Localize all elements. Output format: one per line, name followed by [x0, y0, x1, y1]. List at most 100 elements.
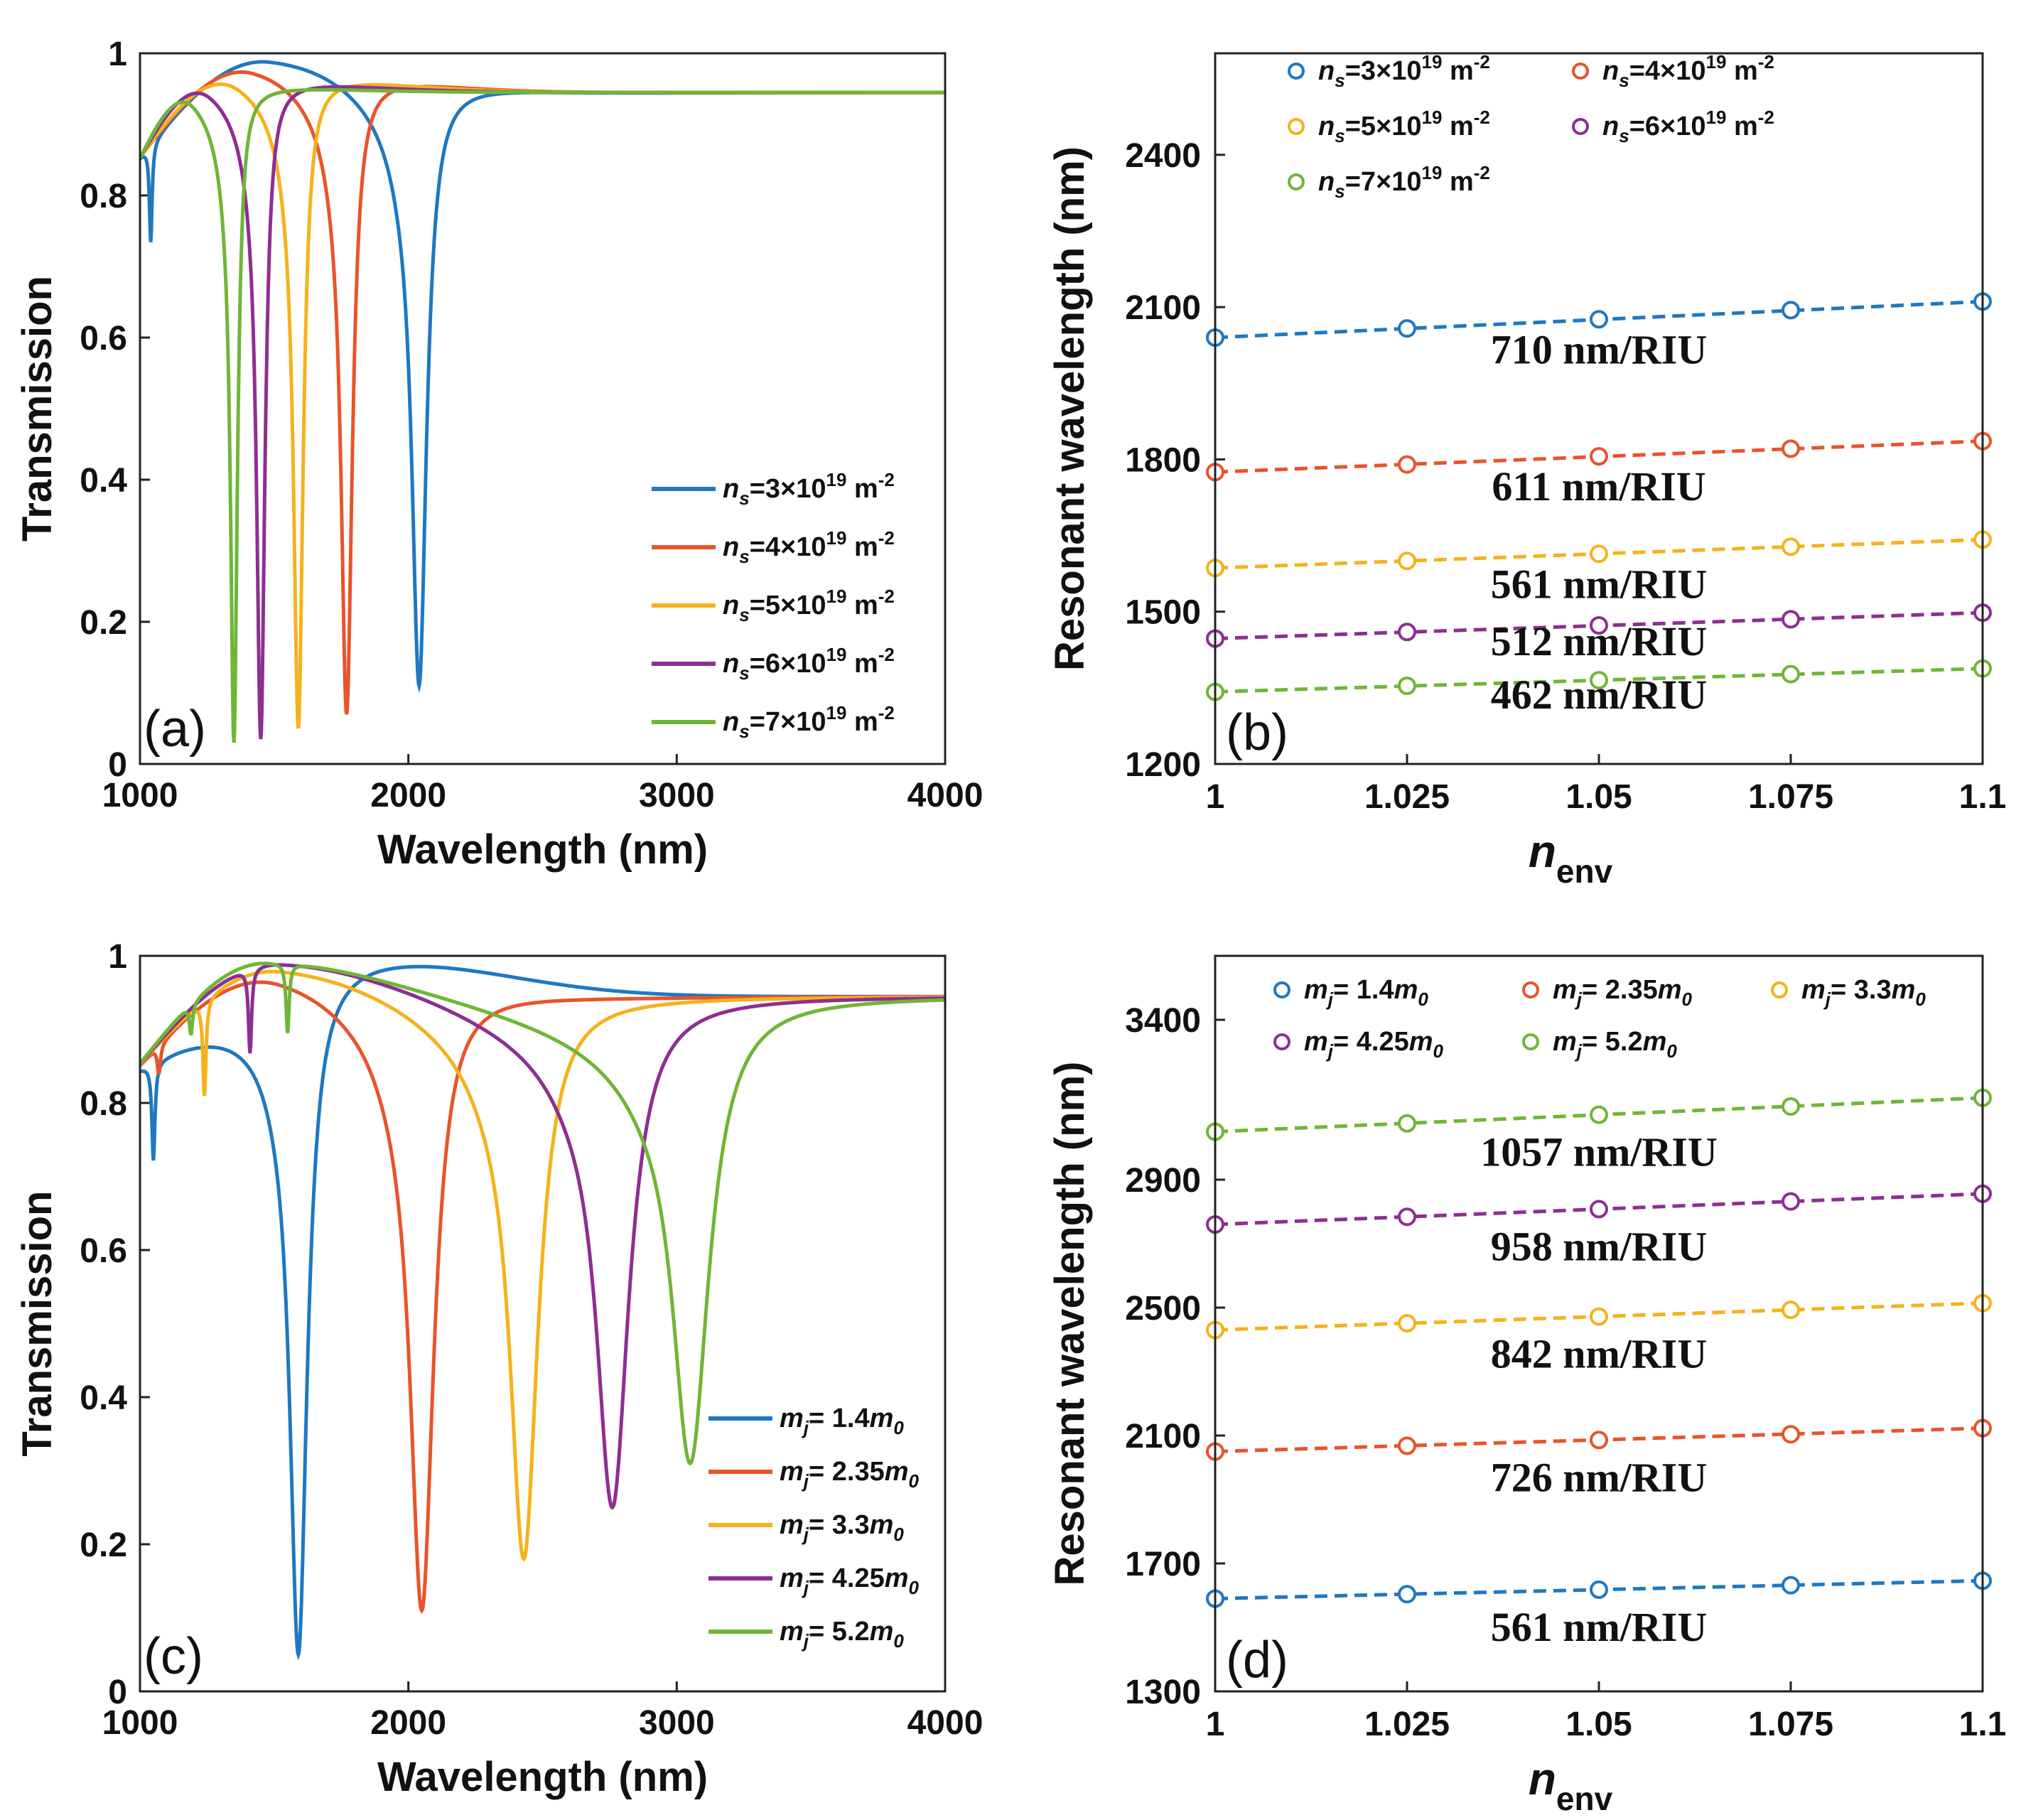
legend-unitsup-a-0: -2	[878, 469, 895, 490]
x-tick-label-b-1: 1.025	[1364, 778, 1450, 816]
legend-sub-b-1: s	[1619, 70, 1629, 91]
legend-mid-a-3: =6×10	[750, 649, 826, 679]
legend-sub-c-0: j	[802, 1417, 809, 1438]
legend-sym-a-4: n	[723, 707, 739, 737]
y-tick-label-a-4: 0.8	[80, 178, 127, 215]
data-point-b-4-1	[1398, 677, 1416, 695]
legend-sub2-c-3: 0	[909, 1577, 920, 1598]
x-tick-label-d-1: 1.025	[1364, 1706, 1450, 1743]
legend-sub-b-4: s	[1335, 181, 1344, 202]
legend-sub-d-2: j	[1823, 989, 1831, 1010]
x-axis-label-sub-b: env	[1556, 853, 1613, 890]
legend-mid-c-2: = 3.3	[809, 1510, 870, 1540]
y-tick-label-c-2: 0.4	[80, 1379, 127, 1417]
x-tick-label-d-0: 1	[1206, 1706, 1225, 1743]
data-point-b-0-2	[1590, 310, 1608, 329]
x-axis-label-sub-d: env	[1556, 1780, 1613, 1817]
legend-sub-c-1: j	[802, 1470, 809, 1492]
legend-marker-d-2	[1771, 981, 1788, 998]
legend-sym-c-4: m	[780, 1617, 804, 1647]
data-point-d-3-3	[1782, 1192, 1800, 1211]
x-tick-label-b-3: 1.075	[1748, 778, 1833, 816]
data-point-d-3-1	[1398, 1207, 1416, 1227]
legend-sym-d-2: m	[1801, 975, 1826, 1005]
chart-d: 1 1.025 1.05 1.075 1.1 1300 1700 2100 2500 2900 34…	[1047, 954, 2007, 1817]
data-point-d-2-3	[1782, 1301, 1800, 1320]
legend-label-d-1: mj= 2.35m0	[1553, 975, 1693, 1010]
x-tick-label-d-4: 1.1	[1959, 1706, 2007, 1743]
x-axis-label-b: nenv	[1529, 826, 1613, 890]
legend-sub2-d-3: 0	[1433, 1040, 1444, 1062]
legend-marker-d-1	[1522, 981, 1539, 998]
y-tick-label-d-3: 2500	[1125, 1290, 1201, 1328]
series-line-a-3	[140, 85, 945, 740]
legend-unitsup-b-3: -2	[1758, 107, 1774, 128]
legend-label-c-3: mj= 4.25m0	[780, 1563, 920, 1598]
legend-sub-a-4: s	[739, 721, 749, 742]
legend-sub-a-1: s	[739, 546, 749, 567]
y-tick-label-a-5: 1	[108, 36, 127, 73]
series-line-c-0	[140, 964, 945, 1661]
y-tick-label-a-0: 0	[108, 746, 127, 784]
legend-sub-c-2: j	[802, 1524, 809, 1545]
sensitivity-label-b-3: 512 nm/RIU	[1491, 618, 1708, 664]
x-tick-label-c-2: 3000	[639, 1704, 715, 1742]
legend-sub-d-0: j	[1326, 989, 1334, 1010]
legend-unitsup-a-3: -2	[878, 644, 895, 665]
data-point-d-4-1	[1398, 1114, 1416, 1133]
legend-mid-b-1: =4×10	[1629, 56, 1706, 86]
legend-sub-a-2: s	[739, 604, 749, 625]
x-tick-label-d-2: 1.05	[1565, 1706, 1632, 1743]
legend-sym2-c-1: m	[885, 1457, 909, 1487]
sensitivity-label-d-3: 958 nm/RIU	[1491, 1223, 1708, 1269]
data-point-b-1-1	[1398, 455, 1416, 474]
legend-unitsup-b-2: -2	[1474, 107, 1490, 128]
series-line-c-4	[140, 962, 945, 1466]
y-tick-label-d-0: 1300	[1125, 1674, 1201, 1711]
x-tick-label-d-3: 1.075	[1748, 1706, 1833, 1743]
legend-label-b-1: ns=4×1019 m-2	[1602, 51, 1774, 91]
y-tick-label-a-1: 0.2	[80, 604, 127, 642]
legend-sub2-c-1: 0	[909, 1470, 920, 1492]
legend-mid-d-1: = 2.35	[1582, 975, 1658, 1005]
y-tick-label-a-3: 0.6	[80, 320, 127, 357]
plot-frame-d	[1214, 954, 1984, 1693]
legend-sym-b-0: n	[1318, 56, 1335, 86]
legend-label-c-0: mj= 1.4m0	[780, 1404, 904, 1438]
legend-sub2-c-4: 0	[893, 1630, 904, 1652]
legend-mid-b-3: =6×10	[1629, 112, 1706, 141]
legend-sym-a-1: n	[723, 532, 739, 562]
x-tick-label-a-3: 4000	[907, 777, 983, 814]
data-point-d-1-2	[1590, 1431, 1608, 1450]
legend-sup-b-4: 19	[1421, 162, 1442, 183]
legend-sup-a-1: 19	[826, 527, 846, 549]
y-tick-label-b-0: 1200	[1125, 746, 1201, 784]
legend-sym2-d-1: m	[1658, 975, 1682, 1005]
legend-sym-c-0: m	[780, 1404, 804, 1433]
legend-sym2-c-2: m	[870, 1510, 894, 1540]
legend-sub-d-4: j	[1575, 1040, 1583, 1062]
legend-unit-a-3: m	[846, 649, 878, 679]
legend-unit-b-3: m	[1726, 112, 1757, 141]
y-axis-label-a: Transmission	[14, 276, 60, 542]
legend-sym-c-2: m	[780, 1510, 804, 1540]
data-point-d-0-1	[1398, 1585, 1416, 1604]
x-tick-label-c-1: 2000	[370, 1704, 446, 1742]
legend-sym-d-3: m	[1304, 1027, 1328, 1057]
legend-unitsup-b-4: -2	[1474, 162, 1490, 183]
series-line-a-4	[140, 87, 945, 743]
legend-label-d-3: mj= 4.25m0	[1304, 1027, 1444, 1062]
data-point-d-2-1	[1398, 1314, 1416, 1333]
y-tick-label-b-3: 2100	[1125, 289, 1201, 327]
legend-sym-d-0: m	[1304, 975, 1328, 1005]
legend-sym2-c-3: m	[885, 1563, 909, 1593]
legend-sym-a-0: n	[723, 474, 739, 504]
legend-sup-a-0: 19	[826, 469, 846, 490]
legend-marker-d-0	[1273, 981, 1290, 998]
legend-marker-d-3	[1273, 1033, 1290, 1050]
x-tick-label-a-1: 2000	[370, 777, 446, 814]
sensitivity-label-b-1: 611 nm/RIU	[1492, 463, 1705, 510]
legend-sub2-d-1: 0	[1682, 989, 1693, 1010]
data-point-b-3-2	[1590, 616, 1608, 635]
